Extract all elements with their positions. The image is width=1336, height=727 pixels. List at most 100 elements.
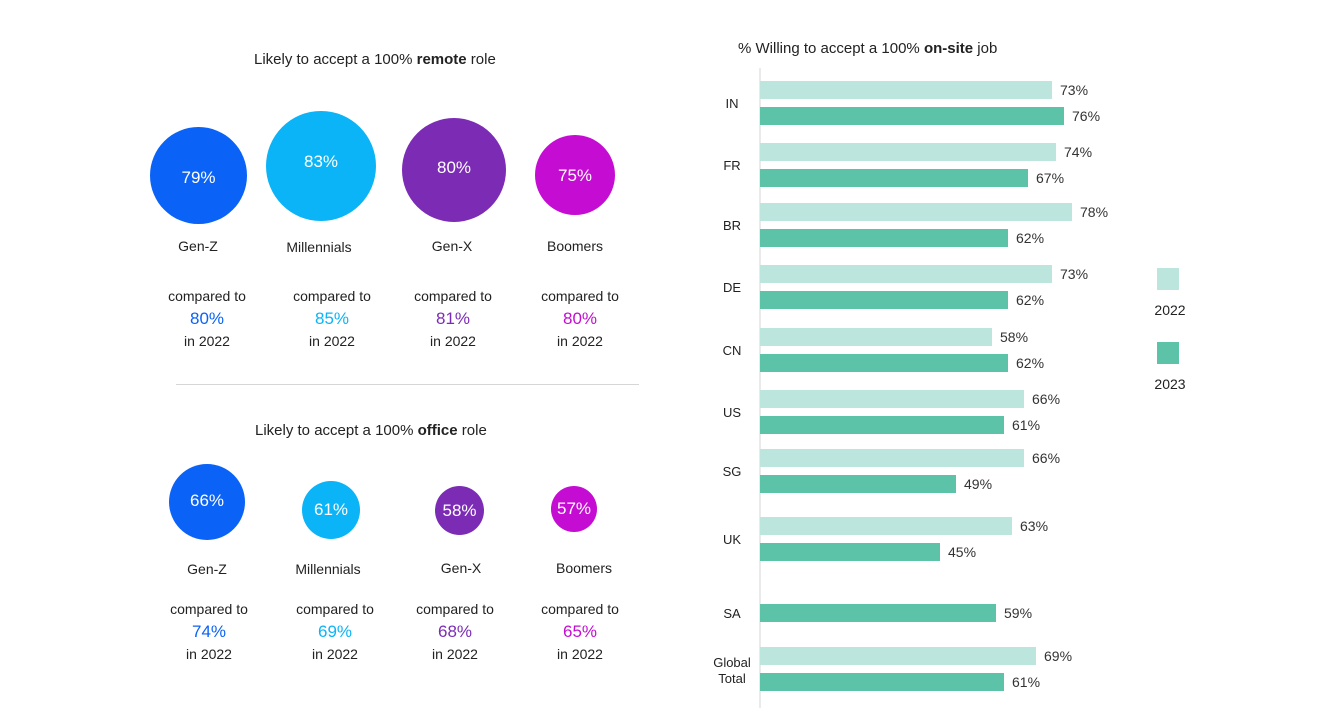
bubble-office-gen-x: 58% <box>435 486 484 535</box>
bar-2023-br <box>760 229 1008 247</box>
bar-value-label: 66% <box>1032 450 1060 466</box>
prior-value: 65% <box>562 622 598 641</box>
compared-label: compared to <box>293 288 371 304</box>
bar-2023-uk <box>760 543 940 561</box>
year-label: in 2022 <box>557 333 603 349</box>
bubble-remote-gen-z: 79% <box>150 127 247 224</box>
bar-2023-sg <box>760 475 956 493</box>
prior-value: 85% <box>314 309 350 328</box>
bar-value-label: 62% <box>1016 355 1044 371</box>
bar-2022-us <box>760 390 1024 408</box>
bar-2022-cn <box>760 328 992 346</box>
bar-value-label: 69% <box>1044 648 1072 664</box>
bar-value-label: 76% <box>1072 108 1100 124</box>
year-label: in 2022 <box>430 333 476 349</box>
compared-label: compared to <box>541 601 619 617</box>
section-divider <box>176 384 639 385</box>
bar-value-label: 67% <box>1036 170 1064 186</box>
compared-label: compared to <box>541 288 619 304</box>
bar-value-label: 73% <box>1060 266 1088 282</box>
bar-2023-de <box>760 291 1008 309</box>
bubble-remote-gen-x: 80% <box>402 118 506 222</box>
year-label: in 2022 <box>557 646 603 662</box>
bubble-office-boomers: 57% <box>551 486 597 532</box>
bar-2023-sa <box>760 604 996 622</box>
bar-value-label: 78% <box>1080 204 1108 220</box>
prior-value: 80% <box>562 309 598 328</box>
remote-section-title: Likely to accept a 100% remote role <box>254 51 496 68</box>
compared-label: compared to <box>416 601 494 617</box>
bar-value-label: 58% <box>1000 329 1028 345</box>
compared-label: compared to <box>414 288 492 304</box>
remote-compare-gen-z: compared to 80% in 2022 <box>137 285 277 351</box>
year-label: in 2022 <box>184 333 230 349</box>
category-label: US <box>723 405 741 420</box>
bubble-remote-boomers: 75% <box>535 135 615 215</box>
office-label-gen-x: Gen-X <box>440 560 482 576</box>
office-label-millennials: Millennials <box>295 561 361 577</box>
remote-label-boomers: Boomers <box>546 238 604 254</box>
bar-2023-fr <box>760 169 1028 187</box>
year-label: in 2022 <box>186 646 232 662</box>
office-compare-boomers: compared to 65% in 2022 <box>510 598 650 664</box>
bar-value-label: 73% <box>1060 82 1088 98</box>
category-label: UK <box>723 532 741 547</box>
prior-value: 80% <box>189 309 225 328</box>
bar-2023-cn <box>760 354 1008 372</box>
prior-value: 81% <box>435 309 471 328</box>
bar-2022-fr <box>760 143 1056 161</box>
prior-value: 68% <box>437 622 473 641</box>
category-label: BR <box>723 218 741 233</box>
year-label: in 2022 <box>432 646 478 662</box>
bar-2023-us <box>760 416 1004 434</box>
bar-value-label: 62% <box>1016 292 1044 308</box>
remote-compare-gen-x: compared to 81% in 2022 <box>383 285 523 351</box>
prior-value: 74% <box>191 622 227 641</box>
category-label: Global Total <box>713 655 751 686</box>
prior-value: 69% <box>317 622 353 641</box>
legend-label-2022: 2022 <box>1154 302 1185 318</box>
bar-value-label: 63% <box>1020 518 1048 534</box>
office-label-gen-z: Gen-Z <box>187 561 227 577</box>
remote-label-gen-z: Gen-Z <box>178 238 218 254</box>
legend-label-2023: 2023 <box>1154 376 1185 392</box>
remote-label-gen-x: Gen-X <box>431 238 473 254</box>
year-label: in 2022 <box>309 333 355 349</box>
bar-2023-in <box>760 107 1064 125</box>
office-section-title: Likely to accept a 100% office role <box>255 422 487 439</box>
bar-2022-sg <box>760 449 1024 467</box>
category-label: SG <box>723 464 742 479</box>
bar-value-label: 59% <box>1004 605 1032 621</box>
remote-compare-boomers: compared to 80% in 2022 <box>510 285 650 351</box>
bar-2022-de <box>760 265 1052 283</box>
bar-2022-in <box>760 81 1052 99</box>
bar-2023-global-total <box>760 673 1004 691</box>
office-label-boomers: Boomers <box>555 560 613 576</box>
bar-value-label: 62% <box>1016 230 1044 246</box>
legend-swatch-2022 <box>1157 268 1179 290</box>
remote-label-millennials: Millennials <box>286 239 352 255</box>
bar-value-label: 61% <box>1012 417 1040 433</box>
bar-2022-br <box>760 203 1072 221</box>
category-label: CN <box>723 343 742 358</box>
office-compare-gen-z: compared to 74% in 2022 <box>139 598 279 664</box>
category-label: IN <box>726 96 739 111</box>
bar-value-label: 74% <box>1064 144 1092 160</box>
bar-2022-global-total <box>760 647 1036 665</box>
office-compare-gen-x: compared to 68% in 2022 <box>385 598 525 664</box>
compared-label: compared to <box>170 601 248 617</box>
compared-label: compared to <box>168 288 246 304</box>
onsite-bar-chart: IN 73% 76% FR 74%67% BR 78% 62% DE 73% 62% CN 58% 62%… <box>713 68 1186 708</box>
onsite-chart-title: % Willing to accept a 100% on-site job <box>738 40 998 57</box>
bar-value-label: 45% <box>948 544 976 560</box>
category-label: SA <box>723 606 741 621</box>
legend-swatch-2023 <box>1157 342 1179 364</box>
bubble-remote-millennials: 83% <box>266 111 376 221</box>
office-compare-millennials: compared to 69% in 2022 <box>265 598 405 664</box>
category-label: DE <box>723 280 741 295</box>
remote-compare-millennials: compared to 85% in 2022 <box>262 285 402 351</box>
year-label: in 2022 <box>312 646 358 662</box>
bar-value-label: 66% <box>1032 391 1060 407</box>
category-label: FR <box>723 158 740 173</box>
compared-label: compared to <box>296 601 374 617</box>
